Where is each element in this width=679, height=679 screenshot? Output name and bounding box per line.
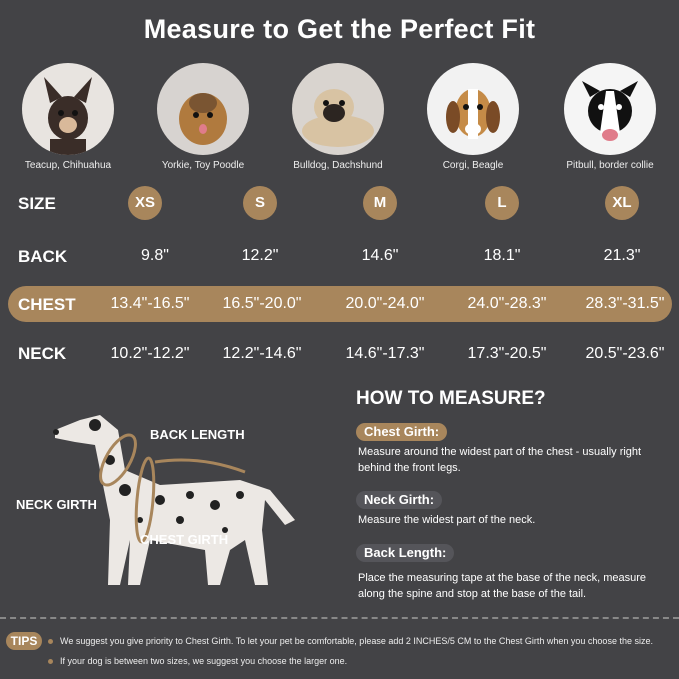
yorkie-photo (157, 63, 249, 155)
neck-girth-description: Measure the widest part of the neck. (358, 514, 536, 526)
back-value: 9.8" (141, 247, 169, 264)
size-badge: S (243, 186, 277, 220)
chest-value: 24.0"-28.3" (467, 295, 547, 312)
neck-row-label: NECK (18, 344, 67, 363)
breed-caption: Teacup, Chihuahua (24, 160, 112, 171)
neck-value: 12.2"-14.6" (222, 345, 302, 362)
size-badge: XS (128, 186, 162, 220)
dalmatian-illustration (53, 415, 295, 585)
breed-caption: Pitbull, border collie (566, 160, 654, 171)
size-badge: XL (605, 186, 639, 220)
chest-girth-description: Measure around the widest part of the ch… (358, 446, 642, 474)
back-length-title: Back Length: (356, 544, 455, 562)
how-to-measure-heading: HOW TO MEASURE? (356, 388, 546, 409)
chest-value: 20.0"-24.0" (345, 295, 425, 312)
chest-row-label: CHEST (18, 295, 76, 314)
breed-caption: Bulldog, Dachshund (293, 160, 383, 171)
neck-value: 14.6"-17.3" (345, 345, 425, 362)
dashed-divider (0, 617, 679, 619)
chest-value: 16.5"-20.0" (222, 295, 302, 312)
back-length-label: BACK LENGTH (150, 427, 245, 442)
neck-value: 10.2"-12.2" (110, 345, 190, 362)
back-value: 14.6" (361, 247, 399, 264)
breed-caption: Yorkie, Toy Poodle (161, 160, 245, 171)
neck-girth-title: Neck Girth: (356, 491, 443, 509)
back-row-label: BACK (18, 247, 68, 266)
neck-value: 17.3"-20.5" (467, 345, 547, 362)
chihuahua-photo (22, 63, 114, 155)
back-value: 21.3" (603, 247, 641, 264)
chest-row-highlight (8, 286, 672, 322)
page-title: Measure to Get the Perfect Fit (143, 14, 536, 44)
chest-value: 28.3"-31.5" (585, 295, 665, 312)
neck-girth-label: NECK GIRTH (16, 497, 97, 512)
chest-girth-title: Chest Girth: (356, 423, 448, 441)
size-badge: L (485, 186, 519, 220)
back-value: 12.2" (241, 247, 279, 264)
tip-item: We suggest you give priority to Chest Gi… (48, 636, 653, 646)
border-collie-photo (564, 63, 656, 155)
pug-photo (292, 63, 384, 155)
tips-badge: TIPS (6, 632, 42, 650)
chest-value: 13.4"-16.5" (110, 295, 190, 312)
back-value: 18.1" (483, 247, 521, 264)
tip-item: If your dog is between two sizes, we sug… (48, 656, 347, 666)
neck-value: 20.5"-23.6" (585, 345, 665, 362)
breed-caption: Corgi, Beagle (442, 160, 504, 171)
back-length-description: Place the measuring tape at the base of … (358, 572, 647, 600)
chest-girth-label: CHEST GIRTH (140, 532, 229, 547)
size-row-label: SIZE (18, 194, 56, 213)
size-badge: M (363, 186, 397, 220)
beagle-photo (427, 63, 519, 155)
